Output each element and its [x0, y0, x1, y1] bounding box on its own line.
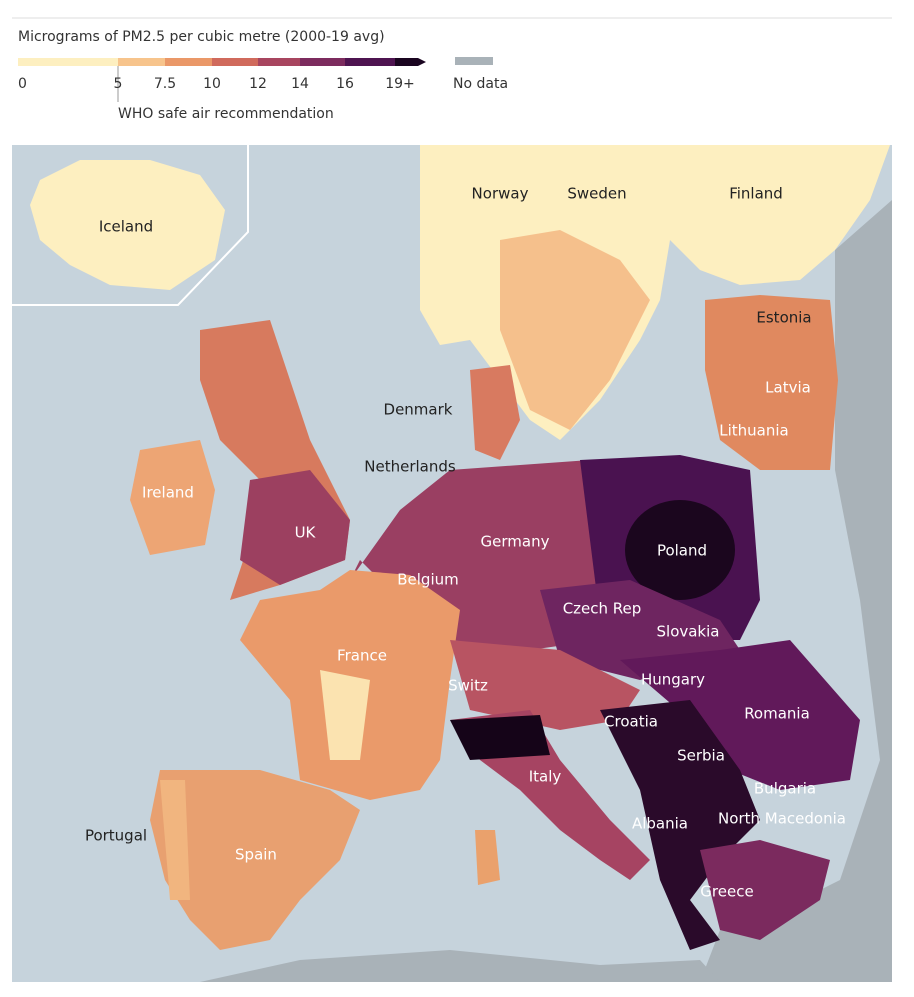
country-label: Sweden — [567, 185, 626, 203]
country-label: Bulgaria — [754, 780, 816, 798]
country-label: Netherlands — [364, 458, 456, 476]
no-data-label: No data — [453, 76, 508, 92]
legend-tick-label: 0 — [18, 76, 27, 92]
country-label: Estonia — [756, 309, 811, 327]
who-note: WHO safe air recommendation — [118, 106, 334, 122]
legend-tick-label: 14 — [291, 76, 309, 92]
country-label: Lithuania — [719, 422, 788, 440]
country-label: Latvia — [765, 379, 811, 397]
country-label: Serbia — [677, 747, 725, 765]
country-label: Portugal — [85, 827, 147, 845]
country-label: Denmark — [384, 401, 453, 419]
country-label: Greece — [700, 883, 753, 901]
country-label: Slovakia — [657, 623, 720, 641]
country-label: Hungary — [641, 671, 705, 689]
country-label: Czech Rep — [563, 600, 642, 618]
country-label: Albania — [632, 815, 688, 833]
legend-tick-label: 10 — [203, 76, 221, 92]
country-label: Iceland — [99, 218, 153, 236]
legend-tick-label: 16 — [336, 76, 354, 92]
country-label: Spain — [235, 846, 277, 864]
country-label: Belgium — [397, 571, 459, 589]
country-label: Croatia — [604, 713, 658, 731]
legend-tick-label: 19+ — [385, 76, 415, 92]
country-label: Italy — [529, 768, 562, 786]
color-scale — [18, 58, 426, 102]
no-data-swatch — [455, 57, 493, 65]
country-label: Ireland — [142, 484, 194, 502]
country-label: France — [337, 647, 387, 665]
country-label: Romania — [744, 705, 810, 723]
country-label: Norway — [472, 185, 529, 203]
country-label: Finland — [729, 185, 783, 203]
legend-tick-label: 7.5 — [154, 76, 176, 92]
country-labels: Iceland Norway Sweden Finland Estonia Latvia L… — [85, 185, 846, 901]
country-label: Poland — [657, 542, 707, 560]
legend-title: Micrograms of PM2.5 per cubic metre (200… — [18, 29, 385, 45]
map — [12, 145, 892, 982]
country-label: Germany — [481, 533, 550, 551]
country-label: Switz — [448, 677, 488, 695]
legend-tick-label: 5 — [114, 76, 123, 92]
country-label: UK — [295, 524, 317, 542]
country-label: North Macedonia — [718, 810, 846, 828]
legend-tick-label: 12 — [249, 76, 267, 92]
